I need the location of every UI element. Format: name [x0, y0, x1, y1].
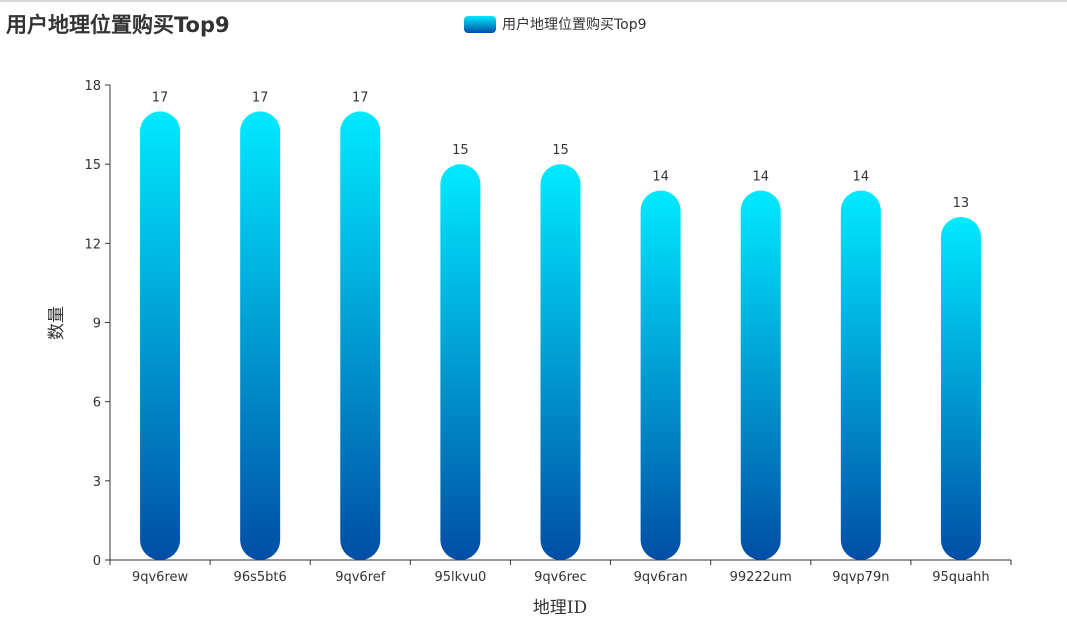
bar[interactable] [840, 190, 881, 561]
bar-value-label: 15 [452, 143, 469, 158]
axes: 0 3 6 9 12 15 18 9qv6rew 96s5bt6 9qv6ref 95lkvu0 9q… [84, 79, 1012, 585]
bar-value-label: 14 [853, 170, 870, 185]
x-tick-label: 95lkvu0 [434, 570, 486, 585]
bar[interactable] [240, 111, 281, 560]
data-labels: 17 17 17 15 15 14 14 14 13 [152, 90, 969, 211]
x-tick-label: 96s5bt6 [234, 570, 287, 585]
y-tick-label: 3 [93, 475, 101, 490]
x-tick-label: 9qv6ref [335, 570, 386, 585]
bar[interactable] [640, 190, 681, 561]
x-axis-title: 地理ID [533, 598, 587, 618]
bar-value-label: 17 [252, 90, 269, 105]
y-tick-label: 18 [84, 79, 101, 94]
bar-value-label: 13 [953, 196, 970, 211]
y-tick-label: 9 [93, 317, 101, 332]
y-axis-title: 数量 [47, 306, 67, 340]
bar-value-label: 17 [152, 90, 169, 105]
bar-value-label: 15 [552, 143, 569, 158]
bar[interactable] [340, 111, 381, 560]
bar[interactable] [140, 111, 181, 560]
y-tick-label: 6 [93, 396, 101, 411]
x-tick-label: 95quahh [932, 570, 989, 585]
legend-label[interactable]: 用户地理位置购买Top9 [502, 17, 647, 33]
chart-title: 用户地理位置购买Top9 [6, 13, 230, 37]
x-tick-label: 9qv6rew [132, 570, 189, 585]
bar[interactable] [540, 164, 581, 560]
bar-value-label: 14 [752, 170, 769, 185]
bar[interactable] [440, 164, 481, 560]
bar[interactable] [940, 216, 981, 560]
y-tick-label: 12 [84, 237, 101, 252]
bar-value-label: 17 [352, 90, 369, 105]
legend-swatch[interactable] [464, 15, 496, 33]
x-tick-label: 9qvp79n [832, 570, 889, 585]
y-tick-label: 15 [84, 158, 101, 173]
bars [140, 111, 981, 561]
x-tick-label: 9qv6rec [534, 570, 587, 585]
bar-value-label: 14 [652, 170, 669, 185]
legend[interactable]: 用户地理位置购买Top9 [464, 14, 647, 34]
bar[interactable] [740, 190, 781, 561]
y-tick-label: 0 [93, 554, 101, 569]
top-border [0, 0, 1067, 2]
x-tick-label: 99222um [730, 570, 792, 585]
x-tick-label: 9qv6ran [634, 570, 688, 585]
